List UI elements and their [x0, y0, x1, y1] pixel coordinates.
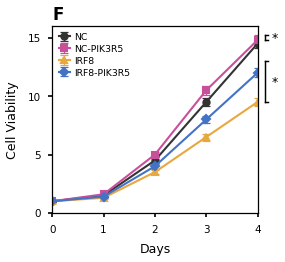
Text: *: *: [271, 32, 278, 45]
Text: *: *: [271, 75, 278, 88]
Legend: NC, NC-PIK3R5, IRF8, IRF8-PIK3R5: NC, NC-PIK3R5, IRF8, IRF8-PIK3R5: [57, 31, 132, 79]
X-axis label: Days: Days: [139, 243, 170, 256]
Text: F: F: [52, 6, 64, 24]
Y-axis label: Cell Viability: Cell Viability: [6, 81, 19, 159]
